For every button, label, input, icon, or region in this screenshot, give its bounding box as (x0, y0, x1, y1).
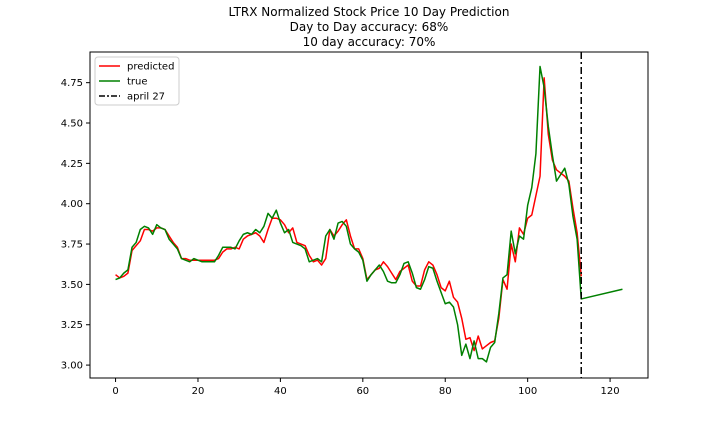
axes-frame (89, 51, 649, 379)
chart-subtitle-day-accuracy: Day to Day accuracy: 68% (290, 20, 449, 34)
y-tick-label: 4.00 (61, 199, 83, 210)
y-tick-label: 3.25 (61, 320, 83, 331)
x-tick-label: 40 (274, 386, 287, 397)
chart-subtitle-10day-accuracy: 10 day accuracy: 70% (303, 35, 436, 49)
x-tick-label: 20 (192, 386, 205, 397)
y-tick-label: 4.50 (61, 119, 83, 130)
y-tick-label: 3.50 (61, 280, 83, 291)
x-tick-label: 60 (356, 386, 369, 397)
y-tick-label: 3.75 (61, 240, 83, 251)
y-tick-label: 4.25 (61, 159, 83, 170)
legend-label-true: true (127, 77, 148, 88)
series-line-predicted (115, 77, 582, 352)
x-tick-label: 120 (601, 386, 620, 397)
series-line-true (115, 65, 623, 363)
plot-area: 0 20 40 60 80 100 120 3.00 3.25 3.50 3.75 4.00 4.25 4… (61, 52, 623, 397)
legend-label-april-27: april 27 (127, 92, 165, 103)
x-tick-label: 100 (518, 386, 537, 397)
legend: predicted true april 27 (94, 56, 180, 106)
x-tick-label: 0 (112, 386, 118, 397)
x-tick-label: 80 (439, 386, 452, 397)
legend-box (94, 56, 180, 106)
chart-title: LTRX Normalized Stock Price 10 Day Predi… (229, 5, 510, 19)
y-tick-label: 3.00 (61, 361, 83, 372)
y-tick-label: 4.75 (61, 78, 83, 89)
legend-label-predicted: predicted (127, 62, 174, 73)
